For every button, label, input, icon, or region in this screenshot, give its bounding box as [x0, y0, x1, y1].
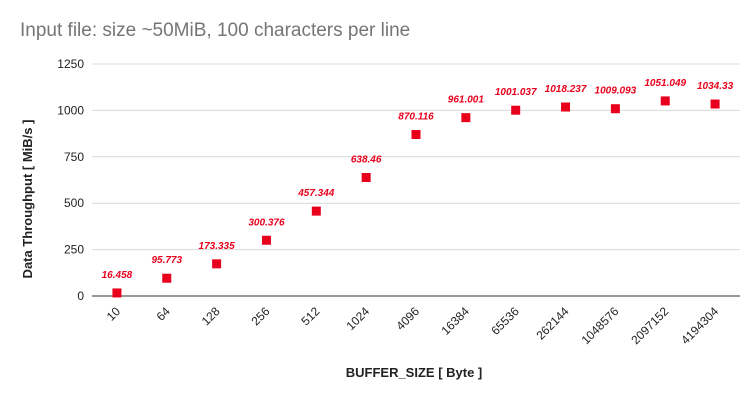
y-axis-label: Data Throughput [ MiB/s ] — [20, 120, 35, 279]
x-axis-ticks: 10 64 128 256 512 1024 4096 16384 65536 262144 104… — [104, 304, 722, 347]
x-tick-label: 262144 — [533, 304, 571, 342]
x-tick-label: 64 — [154, 304, 174, 324]
data-point — [411, 130, 421, 140]
y-tick-label: 0 — [77, 289, 84, 303]
data-label: 961.001 — [448, 95, 485, 106]
x-tick-label: 65536 — [488, 304, 522, 338]
data-point — [311, 206, 321, 216]
data-point — [261, 235, 271, 245]
data-point — [561, 102, 571, 112]
data-point — [112, 288, 122, 298]
data-label: 870.116 — [398, 112, 434, 123]
x-tick-label: 512 — [298, 304, 322, 328]
x-tick-label: 4194304 — [678, 304, 721, 347]
x-tick-label: 128 — [199, 304, 223, 328]
x-tick-label: 10 — [104, 304, 124, 324]
data-labels: 16.458 95.773 173.335 300.376 457.344 638.46 8… — [102, 78, 734, 281]
data-label: 173.335 — [199, 241, 236, 252]
data-label: 1018.237 — [545, 84, 587, 95]
gridlines — [92, 63, 740, 297]
chart-title: Input file: size ~50MiB, 100 characters … — [20, 20, 411, 41]
x-tick-label: 1048576 — [579, 304, 622, 347]
y-axis-ticks: 0 250 500 750 1000 1250 — [57, 57, 84, 303]
y-tick-label: 500 — [64, 196, 84, 210]
data-label: 95.773 — [151, 255, 182, 266]
data-point — [610, 104, 620, 114]
y-tick-label: 750 — [64, 150, 84, 164]
data-point — [361, 173, 371, 183]
data-label: 638.46 — [351, 155, 382, 166]
data-label: 1034.33 — [697, 81, 734, 92]
data-label: 16.458 — [102, 270, 133, 281]
data-label: 1009.093 — [595, 86, 637, 97]
data-point — [710, 99, 720, 109]
data-point — [212, 259, 222, 269]
data-point — [162, 273, 172, 283]
x-tick-label: 4096 — [393, 304, 422, 333]
x-tick-label: 16384 — [438, 304, 472, 338]
data-point — [660, 96, 670, 106]
data-label: 457.344 — [297, 188, 335, 199]
data-point — [511, 105, 521, 115]
x-tick-label: 2097152 — [628, 304, 671, 347]
data-point — [461, 113, 471, 123]
y-tick-label: 1000 — [57, 103, 84, 117]
x-tick-label: 1024 — [343, 304, 372, 333]
data-label: 1051.049 — [644, 78, 686, 89]
data-points — [112, 96, 720, 298]
y-tick-label: 1250 — [57, 57, 84, 71]
data-label: 300.376 — [248, 217, 285, 228]
x-axis-label: BUFFER_SIZE [ Byte ] — [346, 365, 483, 380]
y-tick-label: 250 — [64, 243, 84, 257]
data-label: 1001.037 — [495, 87, 537, 98]
x-tick-label: 256 — [249, 304, 273, 328]
